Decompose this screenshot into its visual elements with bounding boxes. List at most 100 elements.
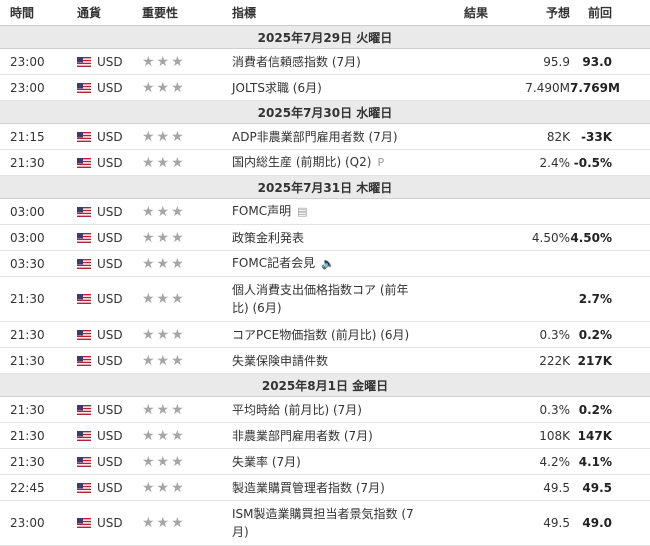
indicator-cell[interactable]: ADP非農業部門雇用者数 (7月) <box>232 123 427 150</box>
event-time: 21:30 <box>0 448 77 475</box>
table-row[interactable]: 21:30 USD ★★★ 失業保険申請件数 222K 217K <box>0 347 650 374</box>
importance-cell: ★★★ <box>142 276 232 322</box>
indicator-name[interactable]: 平均時給 (前月比) (7月) <box>232 402 362 417</box>
speaker-icon: 🔈 <box>321 256 335 270</box>
importance-stars-icon: ★★★ <box>142 229 186 246</box>
event-time: 21:30 <box>0 422 77 449</box>
header-indicator[interactable]: 指標 <box>232 0 427 26</box>
importance-stars-icon: ★★★ <box>142 479 186 496</box>
indicator-name[interactable]: 政策金利発表 <box>232 230 305 245</box>
indicator-name[interactable]: JOLTS求職 (6月) <box>232 80 322 95</box>
table-row[interactable]: 23:00 USD ★★★ JOLTS求職 (6月) 7.490M 7.769M <box>0 74 650 101</box>
forecast-value: 0.3% <box>502 321 570 348</box>
table-row[interactable]: 21:30 USD ★★★ コアPCE物価指数 (前月比) (6月) 0.3% 0.2% <box>0 321 650 348</box>
forecast-value: 95.9 <box>502 48 570 75</box>
indicator-name[interactable]: コアPCE物価指数 (前月比) (6月) <box>232 327 410 342</box>
indicator-cell[interactable]: 政策金利発表 <box>232 224 427 251</box>
actual-value <box>427 276 502 322</box>
us-flag-icon <box>77 355 91 366</box>
table-row[interactable]: 23:00 USD ★★★ ISM製造業購買担当者景気指数 (7月) 49.5 49.0 <box>0 500 650 546</box>
date-row: 2025年7月30日 水曜日 <box>0 100 650 124</box>
indicator-name[interactable]: 個人消費支出価格指数コア (前年比) (6月) <box>232 283 409 315</box>
currency-code: USD <box>97 327 123 342</box>
header-previous[interactable]: 前回 <box>570 0 650 26</box>
event-time: 21:30 <box>0 149 77 176</box>
indicator-name[interactable]: ISM製造業購買担当者景気指数 (7月) <box>232 507 414 539</box>
header-actual[interactable]: 結果 <box>427 0 502 26</box>
indicator-cell[interactable]: ISM製造業購買担当者景気指数 (7月) <box>232 500 427 546</box>
importance-cell: ★★★ <box>142 74 232 101</box>
actual-value <box>427 474 502 501</box>
table-row[interactable]: 03:00 USD ★★★ 政策金利発表 4.50% 4.50% <box>0 224 650 251</box>
importance-cell: ★★★ <box>142 396 232 423</box>
indicator-name[interactable]: 製造業購買管理者指数 (7月) <box>232 480 385 495</box>
indicator-cell[interactable]: JOLTS求職 (6月) <box>232 74 427 101</box>
header-forecast[interactable]: 予想 <box>502 0 570 26</box>
indicator-name[interactable]: 非農業部門雇用者数 (7月) <box>232 428 373 443</box>
currency-cell: USD <box>77 224 142 251</box>
previous-value <box>570 250 650 277</box>
forecast-value <box>502 198 570 225</box>
table-row[interactable]: 21:30 USD ★★★ 国内総生産 (前期比) (Q2) P 2.4% -0.5% <box>0 149 650 176</box>
currency-cell: USD <box>77 422 142 449</box>
indicator-name[interactable]: FOMC記者会見 <box>232 256 316 271</box>
indicator-cell[interactable]: 非農業部門雇用者数 (7月) <box>232 422 427 449</box>
table-row[interactable]: 21:30 USD ★★★ 平均時給 (前月比) (7月) 0.3% 0.2% <box>0 396 650 423</box>
table-row[interactable]: 23:00 USD ★★★ 消費者信頼感指数 (7月) 95.9 93.0 <box>0 48 650 75</box>
indicator-name[interactable]: 消費者信頼感指数 (7月) <box>232 54 361 69</box>
indicator-cell[interactable]: 消費者信頼感指数 (7月) <box>232 48 427 75</box>
currency-cell: USD <box>77 276 142 322</box>
header-currency[interactable]: 通貨 <box>77 0 142 26</box>
indicator-cell[interactable]: 個人消費支出価格指数コア (前年比) (6月) <box>232 276 427 322</box>
previous-value: 49.0 <box>570 500 650 546</box>
table-row[interactable]: 21:15 USD ★★★ ADP非農業部門雇用者数 (7月) 82K -33K <box>0 123 650 150</box>
us-flag-icon <box>77 482 91 493</box>
table-row[interactable]: 21:30 USD ★★★ 失業率 (7月) 4.2% 4.1% <box>0 448 650 475</box>
indicator-cell[interactable]: コアPCE物価指数 (前月比) (6月) <box>232 321 427 348</box>
table-row[interactable]: 03:30 USD ★★★ FOMC記者会見 🔈 <box>0 250 650 277</box>
table-row[interactable]: 03:00 USD ★★★ FOMC声明 ▤ <box>0 198 650 225</box>
indicator-cell[interactable]: 平均時給 (前月比) (7月) <box>232 396 427 423</box>
currency-code: USD <box>97 54 123 69</box>
importance-stars-icon: ★★★ <box>142 291 186 307</box>
actual-value <box>427 396 502 423</box>
indicator-cell[interactable]: 失業保険申請件数 <box>232 347 427 374</box>
indicator-name[interactable]: 失業率 (7月) <box>232 454 301 469</box>
previous-value: 147K <box>570 422 650 449</box>
previous-value: -0.5% <box>570 149 650 176</box>
table-row[interactable]: 22:45 USD ★★★ 製造業購買管理者指数 (7月) 49.5 49.5 <box>0 474 650 501</box>
event-time: 21:30 <box>0 347 77 374</box>
indicator-cell[interactable]: FOMC記者会見 🔈 <box>232 250 427 277</box>
importance-stars-icon: ★★★ <box>142 128 186 145</box>
indicator-cell[interactable]: 失業率 (7月) <box>232 448 427 475</box>
actual-value <box>427 500 502 546</box>
indicator-name[interactable]: 国内総生産 (前期比) (Q2) <box>232 155 372 170</box>
table-header: 時間 通貨 重要性 指標 結果 予想 前回 <box>0 0 650 26</box>
header-time[interactable]: 時間 <box>0 0 77 26</box>
table-row[interactable]: 21:30 USD ★★★ 非農業部門雇用者数 (7月) 108K 147K <box>0 422 650 449</box>
indicator-cell[interactable]: FOMC声明 ▤ <box>232 198 427 225</box>
event-time: 21:30 <box>0 321 77 348</box>
actual-value <box>427 422 502 449</box>
previous-value: 217K <box>570 347 650 374</box>
event-time: 23:00 <box>0 48 77 75</box>
event-time: 23:00 <box>0 500 77 546</box>
date-label: 2025年7月30日 水曜日 <box>0 100 650 124</box>
forecast-value: 49.5 <box>502 474 570 501</box>
header-importance[interactable]: 重要性 <box>142 0 232 26</box>
calendar-body: 2025年7月29日 火曜日 23:00 USD ★★★ 消費者信頼感指数 (7月) 95… <box>0 25 650 546</box>
event-time: 03:00 <box>0 224 77 251</box>
indicator-cell[interactable]: 国内総生産 (前期比) (Q2) P <box>232 149 427 176</box>
indicator-name[interactable]: 失業保険申請件数 <box>232 353 329 368</box>
indicator-name[interactable]: ADP非農業部門雇用者数 (7月) <box>232 129 398 144</box>
us-flag-icon <box>77 329 91 340</box>
forecast-value: 222K <box>502 347 570 374</box>
importance-cell: ★★★ <box>142 500 232 546</box>
indicator-name[interactable]: FOMC声明 <box>232 204 292 219</box>
us-flag-icon <box>77 157 91 168</box>
importance-stars-icon: ★★★ <box>142 515 186 531</box>
previous-value: 93.0 <box>570 48 650 75</box>
table-row[interactable]: 21:30 USD ★★★ 個人消費支出価格指数コア (前年比) (6月) 2.7% <box>0 276 650 322</box>
importance-stars-icon: ★★★ <box>142 255 186 272</box>
indicator-cell[interactable]: 製造業購買管理者指数 (7月) <box>232 474 427 501</box>
